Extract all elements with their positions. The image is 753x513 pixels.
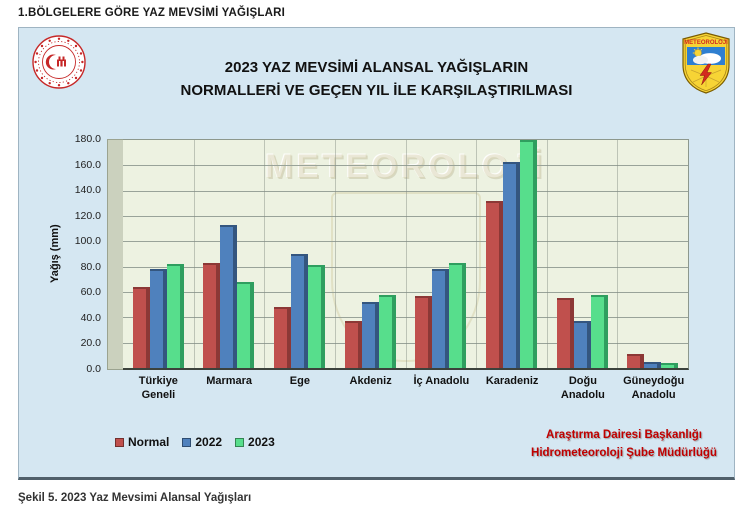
bar-normal: [415, 295, 433, 368]
x-axis-label: Türkiye Geneli: [138, 375, 178, 401]
bar-normal: [203, 262, 221, 368]
bar-2022: [644, 361, 662, 368]
gridline: [123, 190, 688, 192]
legend-label: 2022: [195, 435, 223, 449]
chart-title-line1: 2023 YAZ MEVSİMİ ALANSAL YAĞIŞLARIN: [224, 59, 529, 76]
bar-2023: [237, 281, 255, 368]
chart-card: METEOROLOJİ 2023 YAZ MEVSİMİ ALANSAL YAĞ…: [18, 27, 735, 480]
y-tick-label: 40.0: [80, 311, 101, 324]
category-separator: [264, 140, 266, 368]
legend-item-normal: Normal: [115, 435, 169, 449]
category-separator: [617, 140, 619, 368]
legend-marker-icon: [182, 437, 192, 447]
bar-normal: [132, 286, 150, 368]
bar-2022: [432, 269, 450, 368]
legend-label: Normal: [128, 435, 170, 449]
badge-label: METEOROLOJİ: [684, 39, 728, 46]
y-tick-label: 180.0: [74, 133, 101, 145]
meteorology-badge-logo: METEOROLOJİ: [682, 32, 730, 94]
bar-2023: [590, 294, 608, 368]
chart-title: 2023 YAZ MEVSİMİ ALANSAL YAĞIŞLARIN NORM…: [19, 57, 734, 102]
y-axis-ticks: 180.0 160.0 140.0 120.0 100.0 80.0 60.0 40.0 20.…: [59, 133, 103, 375]
y-tick-label: 0.0: [86, 363, 101, 375]
bar-group-5: [406, 140, 477, 368]
gridline: [123, 317, 688, 319]
category-separator: [193, 140, 195, 368]
y-tick-label: 20.0: [80, 337, 101, 350]
chart-3d-wall: [107, 139, 123, 370]
category-separator: [405, 140, 407, 368]
category-separator: [334, 140, 336, 368]
x-axis-label: Ege: [289, 375, 310, 387]
department-credit-line1: Araştırma Dairesi Başkanlığı: [546, 429, 702, 441]
figure-caption: Şekil 5. 2023 Yaz Mevsimi Alansal Yağışl…: [18, 492, 252, 504]
legend-marker-icon: [235, 437, 245, 447]
ministry-seal-logo: [32, 35, 86, 89]
bar-group-3: [264, 140, 335, 368]
bar-normal: [274, 307, 292, 368]
bar-normal: [485, 200, 503, 368]
bar-2023: [166, 264, 184, 368]
category-separator: [546, 140, 548, 368]
gridline: [123, 215, 688, 217]
bar-2023: [449, 262, 467, 368]
department-credit-line2: Hidrometeoroloji Şube Müdürlüğü: [531, 446, 717, 459]
y-tick-label: 120.0: [74, 209, 101, 222]
chart-legend: Normal 2022 2023: [115, 435, 275, 449]
x-axis-label: İç Anadolu: [413, 375, 470, 387]
bar-2023: [308, 265, 326, 368]
legend-label: 2023: [248, 435, 275, 449]
bar-group-6: [476, 140, 547, 368]
y-tick-label: 100.0: [74, 235, 101, 248]
bar-normal: [556, 298, 574, 368]
chart-title-line2: NORMALLERİ VE GEÇEN YIL İLE KARŞILAŞTIRI…: [180, 81, 573, 99]
bar-2023: [378, 294, 396, 368]
bar-group-1: [123, 140, 194, 368]
category-separator: [476, 140, 478, 368]
bar-2022: [220, 224, 238, 368]
x-axis-label: Doğu Anadolu: [560, 375, 605, 401]
x-axis-label: Marmara: [206, 375, 253, 387]
bar-2022: [502, 161, 520, 368]
bar-group-7: [547, 140, 618, 368]
gridline: [123, 266, 688, 268]
department-credit: Araştırma Dairesi Başkanlığı Hidrometeor…: [517, 427, 731, 463]
page-title: 1.BÖLGELERE GÖRE YAZ MEVSİMİ YAĞIŞLARI: [18, 7, 286, 19]
bar-2023: [661, 362, 679, 368]
bar-2023: [519, 140, 537, 368]
bar-2022: [573, 321, 591, 368]
bar-group-2: [194, 140, 265, 368]
gridline: [123, 342, 688, 344]
gridline: [123, 241, 688, 243]
y-tick-label: 140.0: [74, 184, 101, 197]
x-axis-label: Karadeniz: [485, 375, 539, 387]
y-tick-label: 60.0: [80, 286, 101, 299]
x-axis-labels: Türkiye Geneli Marmara Ege Akdeniz İç Anadol…: [123, 375, 689, 403]
gridline: [123, 291, 688, 293]
bar-group-4: [335, 140, 406, 368]
legend-item-2023: 2023: [235, 435, 275, 449]
bar-2022: [149, 269, 167, 368]
y-tick-label: 80.0: [80, 260, 101, 273]
bar-normal: [627, 354, 645, 368]
x-axis-label: Güneydoğu Anadolu: [623, 375, 685, 401]
x-axis-label: Akdeniz: [349, 375, 392, 387]
bar-normal: [344, 321, 362, 368]
bar-2022: [361, 302, 379, 368]
legend-item-2022: 2022: [182, 435, 222, 449]
plot-area: METEOROLOJİ: [123, 139, 689, 370]
bar-2022: [291, 254, 309, 368]
gridline: [123, 165, 688, 167]
y-tick-label: 160.0: [74, 158, 101, 171]
bar-group-8: [617, 140, 688, 368]
legend-marker-icon: [115, 437, 124, 447]
